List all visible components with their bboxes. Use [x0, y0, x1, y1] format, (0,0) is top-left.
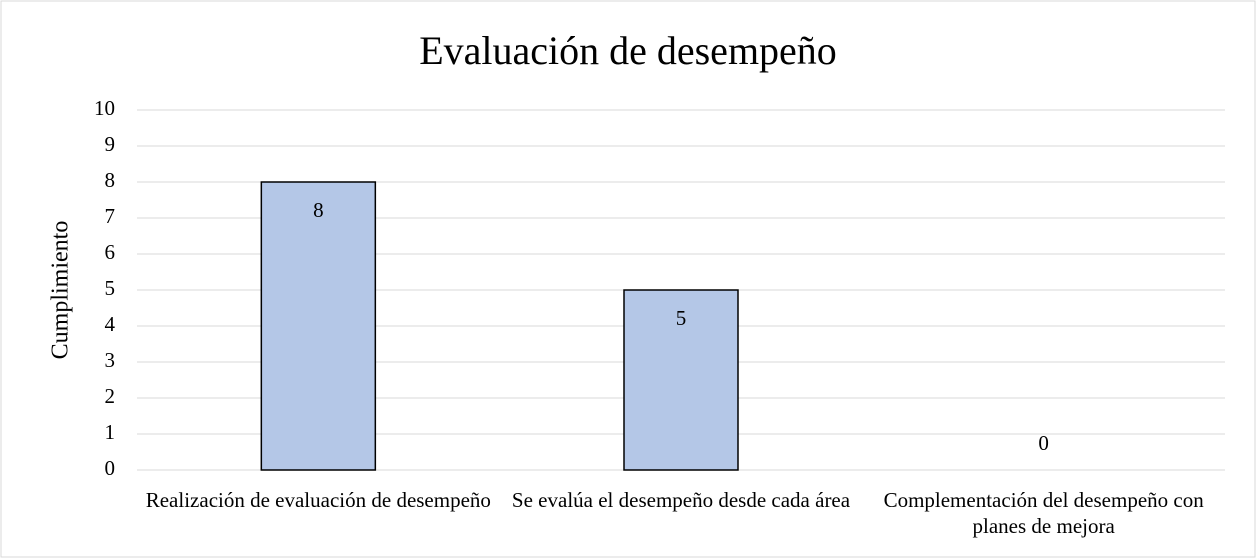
- y-tick-label: 1: [105, 420, 116, 444]
- data-label: 5: [676, 306, 687, 330]
- y-tick-label: 8: [105, 168, 116, 192]
- y-axis-label: Cumplimiento: [48, 221, 74, 360]
- chart-title: Evaluación de desempeño: [419, 28, 837, 73]
- y-tick-label: 3: [105, 348, 116, 372]
- x-tick-label: Se evalúa el desempeño desde cada área: [511, 488, 851, 512]
- y-tick-label: 9: [105, 132, 116, 156]
- y-tick-label: 2: [105, 384, 116, 408]
- bar: [623, 289, 739, 471]
- bar: [260, 181, 377, 471]
- y-tick-label: 5: [105, 276, 116, 300]
- data-label: 0: [1038, 431, 1049, 455]
- x-tick-label: Complementación del desempeño con planes…: [883, 488, 1204, 538]
- data-label: 8: [313, 198, 324, 222]
- y-tick-label: 6: [105, 240, 116, 264]
- y-tick-label: 7: [105, 204, 116, 228]
- x-tick-label: Realización de evaluación de desempeño: [145, 488, 491, 512]
- y-tick-label: 0: [105, 456, 116, 480]
- y-tick-label: 10: [94, 96, 115, 120]
- y-tick-label: 4: [105, 312, 116, 336]
